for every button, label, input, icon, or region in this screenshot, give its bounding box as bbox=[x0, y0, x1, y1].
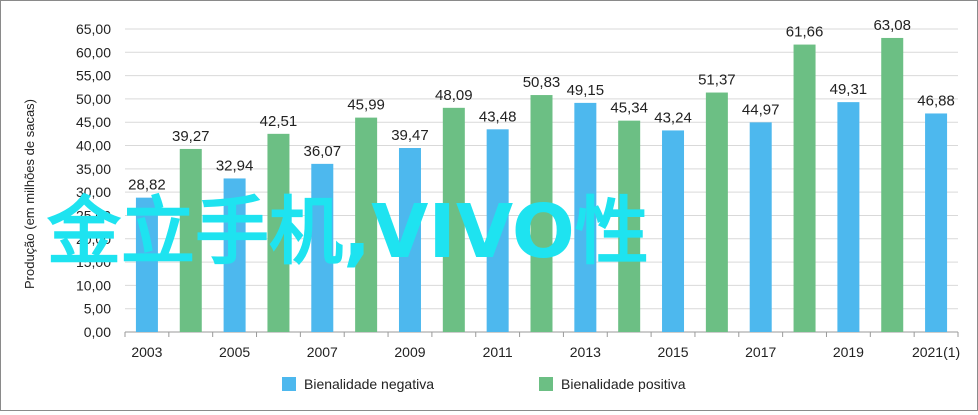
y-tick-label: 30,00 bbox=[76, 184, 111, 200]
bar bbox=[574, 102, 597, 333]
axes: 0,00 5,00 10,00 15,00 20,00 25,00 30,00 35,00 40… bbox=[76, 21, 960, 360]
data-label: 43,24 bbox=[654, 109, 692, 126]
data-label: 49,15 bbox=[567, 82, 605, 99]
x-tick-label: 2005 bbox=[219, 344, 250, 360]
y-tick-label: 50,00 bbox=[76, 91, 111, 107]
legend-label-negativa: Bienalidade negativa bbox=[304, 376, 434, 392]
data-label: 42,51 bbox=[260, 113, 298, 130]
data-label: 48,09 bbox=[435, 87, 473, 104]
data-label: 36,07 bbox=[304, 143, 342, 160]
data-labels: 28,82 39,27 32,94 42,51 36,07 45,99 39,47 48,09… bbox=[128, 17, 955, 194]
bar bbox=[135, 197, 158, 332]
legend-label-positiva: Bienalidade positiva bbox=[561, 376, 686, 392]
overlay-watermark-text: 金立手机,VIVO性 bbox=[47, 189, 649, 275]
bar bbox=[705, 92, 728, 332]
x-tick-label: 2021(1) bbox=[912, 344, 960, 360]
bar bbox=[311, 163, 334, 332]
y-tick-label: 15,00 bbox=[76, 254, 111, 270]
data-label: 39,47 bbox=[391, 127, 429, 144]
bar bbox=[179, 148, 202, 332]
bar bbox=[530, 95, 553, 332]
y-tick-label: 40,00 bbox=[76, 138, 111, 154]
y-tick-label: 65,00 bbox=[76, 21, 111, 37]
bar bbox=[486, 129, 509, 332]
data-label: 63,08 bbox=[873, 17, 911, 34]
bar bbox=[749, 122, 772, 333]
y-tick-label: 45,00 bbox=[76, 114, 111, 130]
bar bbox=[398, 148, 421, 332]
x-tick-label: 2007 bbox=[307, 344, 338, 360]
data-label: 45,99 bbox=[347, 97, 385, 114]
data-label: 28,82 bbox=[128, 177, 166, 194]
y-tick-label: 10,00 bbox=[76, 277, 111, 293]
legend: Bienalidade negativa Bienalidade positiv… bbox=[282, 376, 686, 392]
bar bbox=[267, 133, 290, 332]
y-tick-label: 20,00 bbox=[76, 231, 111, 247]
x-tick-label: 2015 bbox=[657, 344, 688, 360]
data-label: 49,31 bbox=[830, 81, 868, 98]
bar bbox=[355, 117, 378, 332]
data-label: 39,27 bbox=[172, 128, 210, 145]
data-label: 61,66 bbox=[786, 24, 824, 41]
x-tick-label: 2003 bbox=[131, 344, 162, 360]
legend-swatch-negativa bbox=[282, 377, 296, 391]
bar bbox=[837, 102, 860, 332]
bar bbox=[793, 44, 816, 332]
data-label: 45,34 bbox=[610, 100, 648, 117]
data-label: 43,48 bbox=[479, 108, 517, 125]
data-label: 44,97 bbox=[742, 101, 780, 118]
data-label: 50,83 bbox=[523, 74, 561, 91]
y-tick-label: 55,00 bbox=[76, 68, 111, 84]
x-tick-label: 2011 bbox=[483, 344, 513, 360]
bar bbox=[925, 113, 948, 333]
y-axis-title: Produção (em milhões de sacas) bbox=[22, 99, 37, 289]
y-tick-label: 60,00 bbox=[76, 44, 111, 60]
bar bbox=[223, 178, 246, 332]
bar bbox=[442, 107, 465, 332]
y-tick-label: 0,00 bbox=[84, 324, 111, 340]
data-label: 46,88 bbox=[917, 92, 955, 109]
data-label: 51,37 bbox=[698, 72, 736, 89]
legend-swatch-positiva bbox=[539, 377, 553, 391]
y-tick-label: 35,00 bbox=[76, 161, 111, 177]
bar bbox=[618, 120, 641, 332]
x-tick-label: 2017 bbox=[745, 344, 776, 360]
bar bbox=[662, 130, 685, 332]
x-tick-label: 2013 bbox=[570, 344, 601, 360]
bar bbox=[881, 37, 904, 332]
data-label: 32,94 bbox=[216, 157, 254, 174]
y-tick-label: 25,00 bbox=[76, 207, 111, 223]
bars bbox=[135, 37, 948, 333]
x-tick-label: 2019 bbox=[833, 344, 864, 360]
x-tick-label: 2009 bbox=[394, 344, 425, 360]
y-tick-label: 5,00 bbox=[84, 301, 111, 317]
